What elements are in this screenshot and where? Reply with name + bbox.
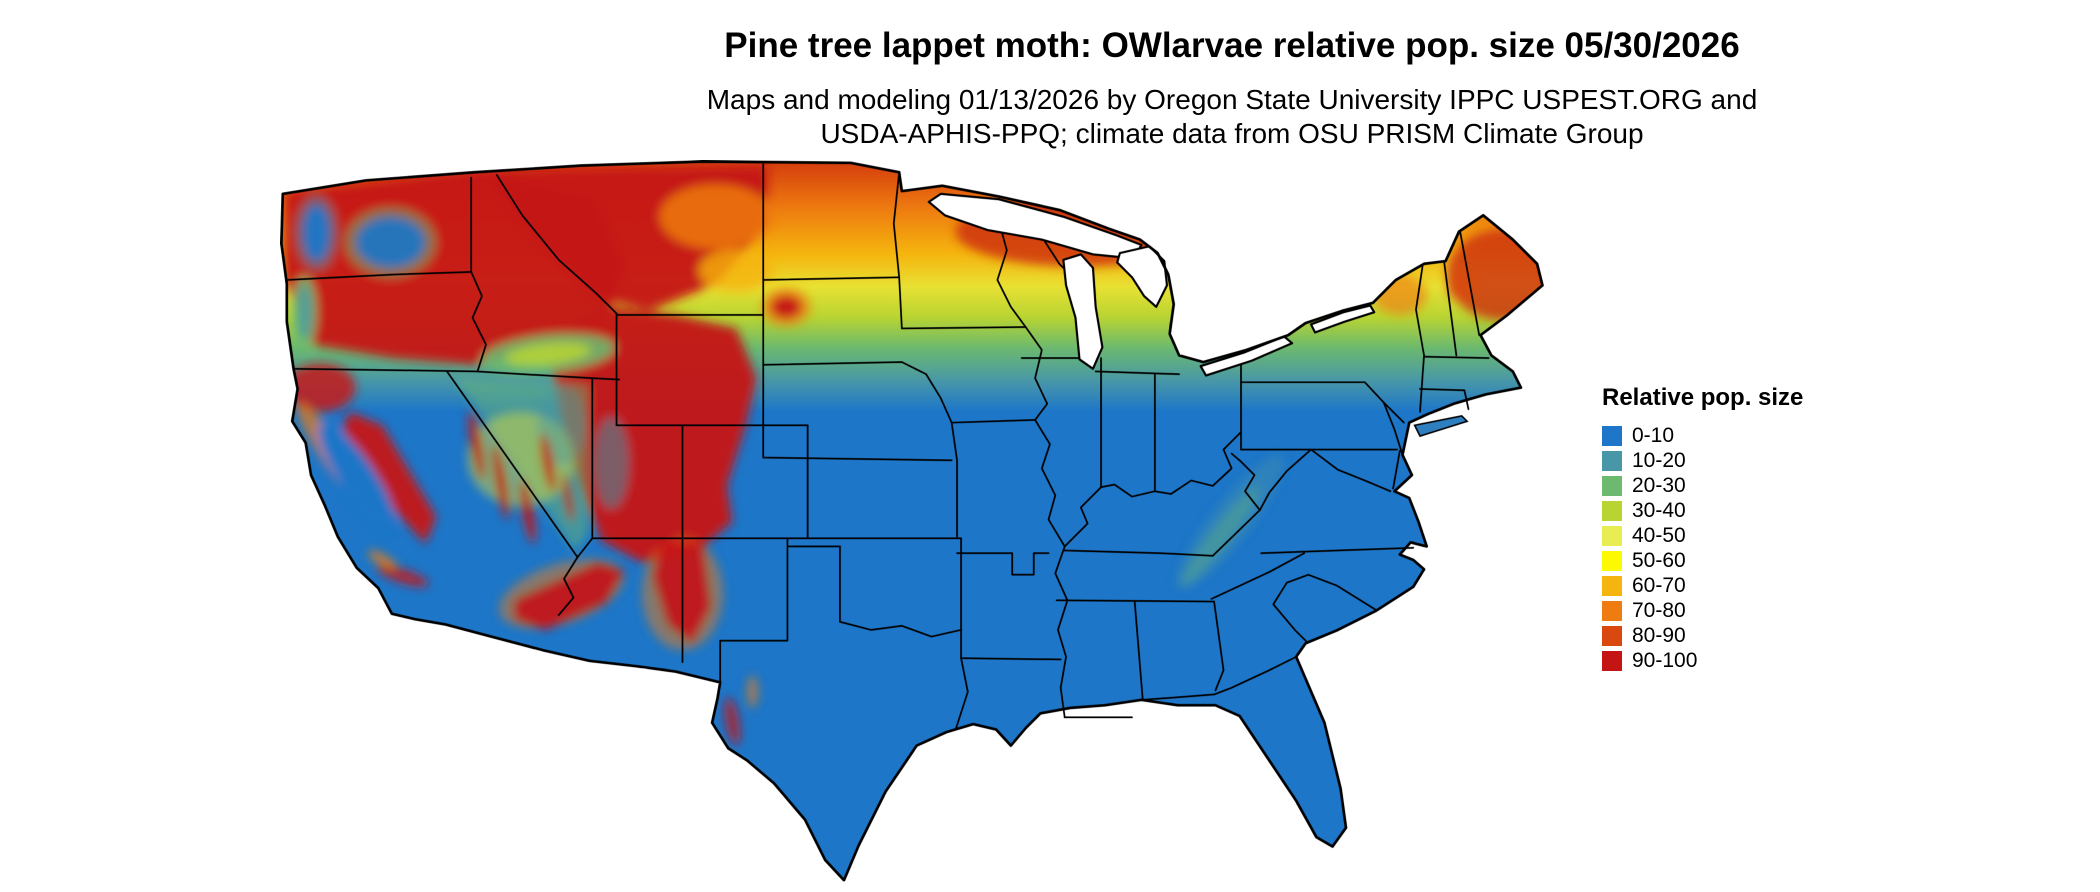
legend-label: 0-10 bbox=[1632, 424, 1675, 447]
lake-superior bbox=[927, 192, 1143, 260]
legend-swatch bbox=[1602, 551, 1622, 571]
legend-item: 50-60 bbox=[1602, 549, 1862, 572]
page-subtitle-line1: Maps and modeling 01/13/2026 by Oregon S… bbox=[706, 84, 1758, 115]
legend-label: 70-80 bbox=[1632, 599, 1686, 622]
legend-label: 40-50 bbox=[1632, 524, 1686, 547]
legend-swatch bbox=[1602, 576, 1622, 596]
legend-item: 40-50 bbox=[1602, 524, 1862, 547]
legend-label: 50-60 bbox=[1632, 549, 1686, 572]
legend-item: 70-80 bbox=[1602, 599, 1862, 622]
raster-fill bbox=[281, 161, 1543, 881]
legend-swatch bbox=[1602, 451, 1622, 471]
us-outline bbox=[280, 160, 1544, 882]
lake-michigan bbox=[1062, 253, 1104, 370]
legend-label: 10-20 bbox=[1632, 449, 1686, 472]
legend-swatch bbox=[1602, 476, 1622, 496]
lake-erie bbox=[1199, 335, 1294, 377]
us-map bbox=[272, 156, 1564, 883]
legend-swatch bbox=[1602, 601, 1622, 621]
legend-item: 80-90 bbox=[1602, 624, 1862, 647]
legend-item: 0-10 bbox=[1602, 424, 1862, 447]
legend-label: 60-70 bbox=[1632, 574, 1686, 597]
legend-item: 20-30 bbox=[1602, 474, 1862, 497]
legend-label: 30-40 bbox=[1632, 499, 1686, 522]
legend-items: 0-10 10-20 20-30 30-40 40-50 50-60 60-70 70-80 8… bbox=[1602, 424, 1862, 672]
legend-swatch bbox=[1602, 651, 1622, 671]
lake-ontario bbox=[1309, 304, 1376, 334]
legend-item: 60-70 bbox=[1602, 574, 1862, 597]
legend: Relative pop. size 0-10 10-20 20-30 30-40 40… bbox=[1602, 384, 1862, 676]
legend-swatch bbox=[1602, 626, 1622, 646]
legend-title: Relative pop. size bbox=[1602, 384, 1804, 411]
page-title: Pine tree lappet moth: OWlarvae relative… bbox=[724, 26, 1740, 65]
page-subtitle-line2: USDA-APHIS-PPQ; climate data from OSU PR… bbox=[820, 118, 1644, 149]
long-island bbox=[1413, 414, 1469, 438]
legend-swatch bbox=[1602, 426, 1622, 446]
legend-label: 90-100 bbox=[1632, 649, 1698, 672]
legend-item: 90-100 bbox=[1602, 649, 1862, 672]
legend-swatch bbox=[1602, 501, 1622, 521]
legend-swatch bbox=[1602, 526, 1622, 546]
legend-label: 20-30 bbox=[1632, 474, 1686, 497]
legend-label: 80-90 bbox=[1632, 624, 1686, 647]
legend-item: 30-40 bbox=[1602, 499, 1862, 522]
legend-item: 10-20 bbox=[1602, 449, 1862, 472]
great-lakes bbox=[927, 192, 1376, 377]
